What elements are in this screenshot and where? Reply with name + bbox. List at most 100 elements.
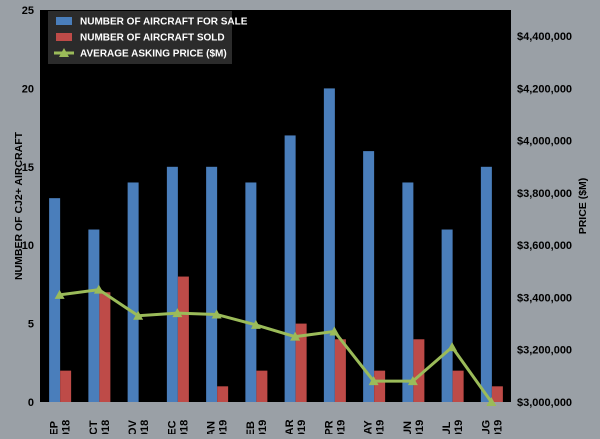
x-tick-year: 2019 (335, 420, 347, 434)
y-tick-label: 25 (22, 5, 34, 17)
legend-label: NUMBER OF AIRCRAFT FOR SALE (80, 17, 248, 28)
x-tick-year: 2019 (218, 420, 230, 434)
x-tick-label: SEP 2018 (49, 420, 73, 439)
x-tick-month: AUG (480, 420, 492, 434)
x-tick-label: FEB 2019 (245, 420, 269, 439)
bar-sold (452, 370, 464, 402)
x-tick-label: DEC 2018 (166, 420, 190, 439)
price-point (447, 342, 458, 352)
bar-for-sale (480, 166, 492, 402)
x-tick-year: 2019 (296, 420, 308, 434)
bar-for-sale (363, 151, 375, 402)
bar-sold (60, 370, 72, 402)
price-point (486, 397, 497, 406)
x-tick-month: FEB (245, 421, 257, 434)
x-tick-year: 2018 (178, 420, 190, 434)
legend: NUMBER OF AIRCRAFT FOR SALE NUMBER OF AIR… (48, 11, 248, 64)
x-tick-month: NOV (127, 419, 139, 434)
y-axis-title: NUMBER OF CJ2+ AIRCRAFT (13, 131, 25, 280)
bar-for-sale (166, 166, 178, 402)
y-tick-label: 10 (22, 240, 34, 252)
legend-swatch (56, 33, 72, 41)
price-point (172, 308, 183, 318)
bar-sold (256, 370, 268, 402)
y-tick-label: 0 (28, 397, 34, 409)
x-tick-year: 2018 (139, 420, 151, 434)
x-tick-year: 2019 (257, 420, 269, 434)
x-tick-month: OCT (88, 420, 100, 434)
x-tick-label: JUN 2019 (402, 420, 426, 439)
y-tick-label: 5 (28, 319, 34, 331)
bar-sold (334, 339, 346, 402)
x-tick-month: DEC (166, 420, 178, 434)
bar-sold (99, 292, 111, 402)
bar-sold (217, 386, 229, 402)
price-point (368, 376, 379, 386)
price-point (329, 326, 340, 336)
x-tick-label: JUL 2019 (441, 420, 465, 439)
bars-layer (49, 88, 503, 403)
right-axis: $3,000,000 $3,200,000 $3,400,000 $3,600,000… (517, 31, 572, 409)
bar-for-sale (245, 182, 257, 402)
x-tick-label: APR 2019 (323, 420, 347, 439)
y2-tick-label: $3,200,000 (517, 345, 572, 357)
legend-box (48, 11, 232, 64)
x-tick-label: NOV 2018 (127, 419, 151, 439)
x-tick-month: MAY (363, 420, 375, 434)
x-tick-month: APR (323, 420, 335, 434)
price-point (211, 309, 222, 319)
x-tick-year: 2019 (375, 420, 387, 434)
y2-axis-title: PRICE ($M) (577, 178, 589, 235)
bar-sold (295, 323, 307, 402)
y2-tick-label: $3,000,000 (517, 397, 572, 409)
y-tick-label: 15 (22, 162, 34, 174)
price-point (133, 310, 144, 320)
x-tick-label: MAR 2019 (284, 419, 308, 439)
price-point (290, 331, 301, 341)
bar-for-sale (206, 166, 218, 402)
bar-for-sale (323, 88, 335, 403)
price-point (93, 284, 104, 294)
price-line (59, 288, 493, 403)
bar-for-sale (402, 182, 414, 402)
legend-label: AVERAGE ASKING PRICE ($M) (80, 49, 227, 60)
y2-tick-label: $4,200,000 (517, 83, 572, 95)
y2-tick-label: $3,400,000 (517, 292, 572, 304)
x-tick-year: 2018 (100, 420, 112, 434)
price-point (407, 376, 418, 386)
bar-sold (374, 370, 386, 402)
bar-for-sale (441, 229, 453, 402)
legend-label: NUMBER OF AIRCRAFT SOLD (80, 33, 225, 44)
legend-swatch (56, 17, 72, 25)
legend-swatch-marker (59, 48, 69, 57)
y2-tick-label: $4,000,000 (517, 136, 572, 148)
bar-sold (491, 386, 503, 402)
line-layer (54, 284, 497, 406)
price-point (54, 289, 65, 299)
bar-for-sale (284, 135, 296, 402)
bar-sold (413, 339, 425, 402)
bar-for-sale (88, 229, 100, 402)
y2-tick-label: $3,600,000 (517, 240, 572, 252)
y2-tick-label: $4,400,000 (517, 31, 572, 43)
bar-for-sale (127, 182, 139, 402)
x-tick-label: AUG 2019 (480, 420, 504, 439)
x-tick-month: JUN (402, 421, 414, 434)
y-tick-label: 20 (22, 83, 34, 95)
x-tick-year: 2019 (453, 420, 465, 434)
x-tick-year: 2018 (61, 420, 73, 434)
price-point (250, 319, 261, 329)
x-tick-month: JAN (206, 421, 218, 434)
x-tick-month: MAR (284, 419, 296, 434)
x-tick-label: MAY 2019 (363, 420, 387, 439)
x-tick-label: JAN 2019 (206, 420, 230, 439)
y2-tick-label: $3,800,000 (517, 188, 572, 200)
x-tick-month: SEP (49, 421, 61, 434)
bar-for-sale (49, 198, 61, 402)
left-axis: 0 5 10 15 20 25 (22, 5, 34, 409)
x-tick-month: JUL (441, 421, 453, 434)
x-tick-label: OCT 2018 (88, 420, 112, 439)
x-tick-year: 2019 (492, 420, 504, 434)
